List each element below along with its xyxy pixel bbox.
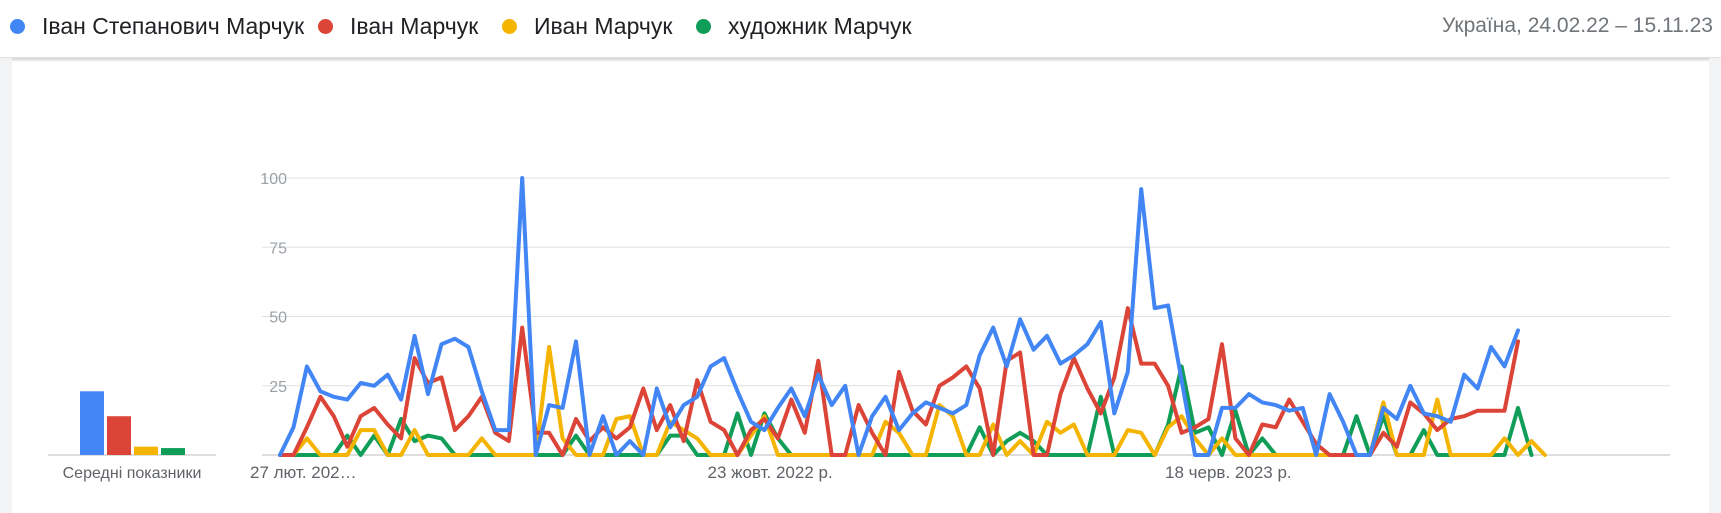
average-label: Середні показники (63, 465, 202, 482)
legend-item-series-4[interactable]: художник Марчук (696, 0, 912, 52)
date-range[interactable]: Україна, 24.02.22 – 15.11.23 (1441, 14, 1713, 37)
chart-header: Іван Степанович Марчук Іван Марчук Иван … (0, 0, 1721, 58)
legend-item-series-2[interactable]: Іван Марчук (318, 0, 478, 52)
legend-label: художник Марчук (728, 12, 912, 39)
average-bars (48, 391, 216, 456)
series-line[interactable] (278, 176, 1520, 457)
y-tick-label: 100 (260, 171, 287, 188)
x-axis-ticks: 27 лют. 202… 23 жовт. 2022 р. 18 черв. 202… (250, 463, 1292, 482)
left-panel-edge (0, 58, 12, 513)
legend-label: Іван Степанович Марчук (42, 12, 305, 39)
x-tick-label: 18 черв. 2023 р. (1165, 463, 1292, 482)
average-bar (134, 446, 158, 455)
legend-label: Іван Марчук (350, 12, 479, 39)
legend-dot-icon (502, 18, 517, 34)
legend-item-series-1[interactable]: Іван Степанович Марчук (10, 0, 304, 52)
legend-label: Иван Марчук (534, 12, 673, 39)
chart-series (278, 176, 1547, 457)
x-tick-label: 23 жовт. 2022 р. (708, 463, 833, 482)
average-bar (161, 448, 185, 455)
legend-dot-icon (318, 18, 333, 34)
legend-dot-icon (696, 18, 711, 34)
y-axis-ticks: 25 50 75 100 (260, 171, 287, 396)
x-tick-label: 27 лют. 202… (250, 463, 357, 482)
average-bar (80, 391, 104, 455)
chart-gridlines (262, 177, 1670, 456)
legend-item-series-3[interactable]: Иван Марчук (502, 0, 672, 52)
y-tick-label: 75 (269, 240, 287, 257)
right-panel-edge (1709, 58, 1721, 513)
y-tick-label: 50 (269, 310, 287, 327)
y-tick-label: 25 (269, 379, 287, 396)
series-line[interactable] (278, 345, 1547, 457)
legend-dot-icon (10, 18, 25, 34)
average-bar (107, 416, 131, 455)
